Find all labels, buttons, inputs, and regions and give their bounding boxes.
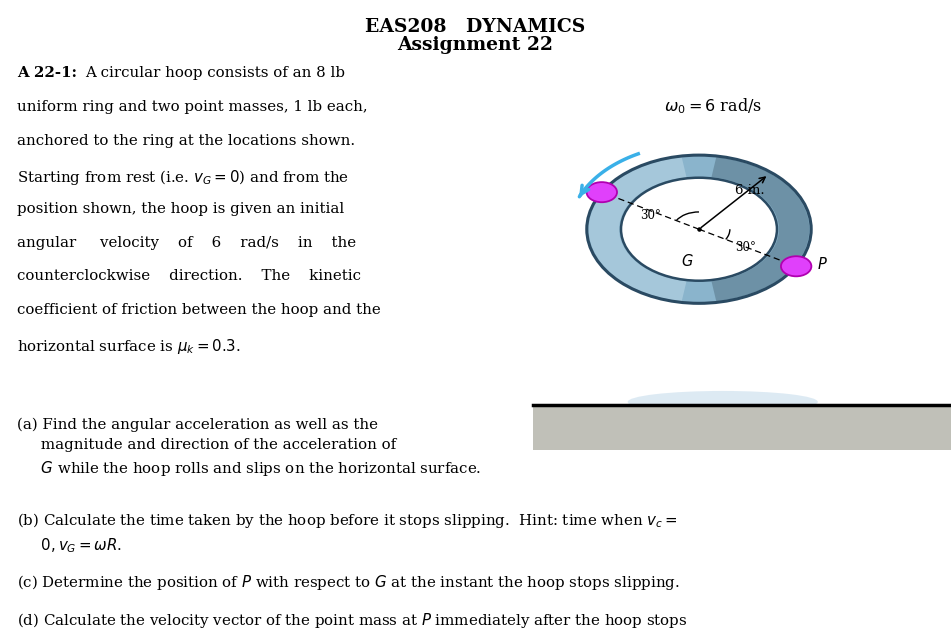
Text: position shown, the hoop is given an initial: position shown, the hoop is given an ini… [17, 202, 344, 215]
Text: (d) Calculate the velocity vector of the point mass at $P$ immediately after the: (d) Calculate the velocity vector of the… [17, 611, 688, 628]
Circle shape [781, 256, 811, 276]
Polygon shape [589, 157, 687, 301]
Text: counterclockwise    direction.    The    kinetic: counterclockwise direction. The kinetic [17, 269, 361, 283]
Polygon shape [587, 155, 811, 303]
Bar [533, 405, 951, 450]
Text: (b) Calculate the time taken by the hoop before it stops slipping.  Hint: time w: (b) Calculate the time taken by the hoop… [17, 511, 678, 555]
Text: 6 in.: 6 in. [735, 183, 765, 197]
Ellipse shape [628, 391, 818, 413]
Text: $G$: $G$ [681, 253, 694, 269]
Text: horizontal surface is $\mu_k = 0.3$.: horizontal surface is $\mu_k = 0.3$. [17, 337, 241, 356]
Text: 30°: 30° [735, 241, 756, 254]
Text: A 22-1:: A 22-1: [17, 66, 77, 80]
Text: 30°: 30° [640, 208, 661, 222]
Text: (c) Determine the position of $P$ with respect to $G$ at the instant the hoop st: (c) Determine the position of $P$ with r… [17, 573, 680, 592]
Text: coefficient of friction between the hoop and the: coefficient of friction between the hoop… [17, 303, 380, 317]
Circle shape [587, 182, 617, 202]
Text: anchored to the ring at the locations shown.: anchored to the ring at the locations sh… [17, 134, 356, 148]
Text: $P$: $P$ [817, 256, 828, 273]
Text: (a) Find the angular acceleration as well as the
     magnitude and direction of: (a) Find the angular acceleration as wel… [17, 418, 481, 477]
Text: Starting from rest (i.e. $v_G = 0$) and from the: Starting from rest (i.e. $v_G = 0$) and … [17, 168, 349, 187]
Circle shape [621, 178, 777, 281]
Text: A circular hoop consists of an 8 lb: A circular hoop consists of an 8 lb [86, 66, 345, 80]
Text: angular     velocity    of    6    rad/s    in    the: angular velocity of 6 rad/s in the [17, 236, 357, 249]
Text: $\omega_0 = 6$ rad/s: $\omega_0 = 6$ rad/s [664, 97, 763, 116]
Text: uniform ring and two point masses, 1 lb each,: uniform ring and two point masses, 1 lb … [17, 100, 368, 114]
Polygon shape [711, 157, 809, 301]
Text: Assignment 22: Assignment 22 [398, 36, 553, 55]
Text: EAS208   DYNAMICS: EAS208 DYNAMICS [365, 18, 586, 36]
